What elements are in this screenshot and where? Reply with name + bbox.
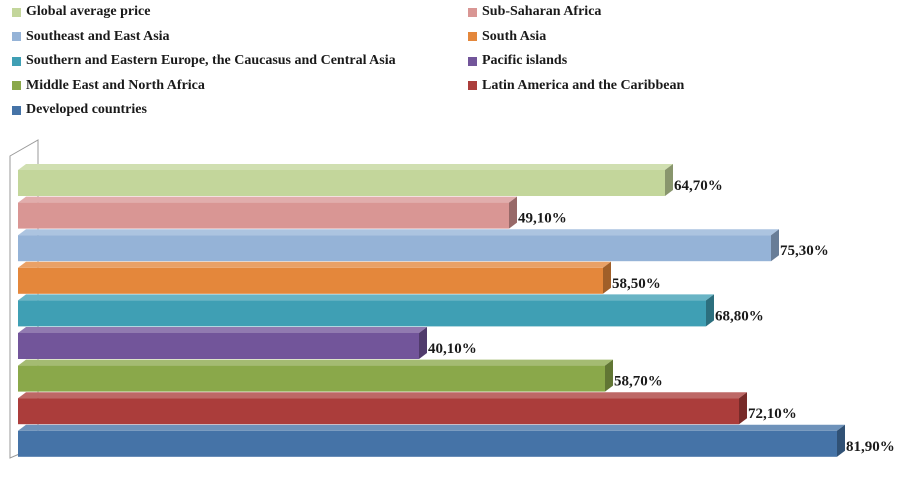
bar-top-face [18,261,611,268]
legend-swatch [12,32,21,41]
legend-item-developed-countries: Developed countries [12,102,147,118]
legend-item-sub-saharan-africa: Sub-Saharan Africa [468,4,601,20]
bar-global-average-price [18,164,673,196]
bar-side-face [509,196,517,229]
legend-swatch [12,56,21,66]
legend-item-southeast-and-east-asia: Southeast and East Asia [12,29,170,45]
legend-label: South Asia [482,28,547,44]
legend-label: Pacific islands [482,53,568,68]
bar-middle-east-and-north-africa [18,359,613,392]
bar-side-face [603,261,611,294]
legend-item-southern-and-eastern-europe-the-caucasus-and-central-asia: Southern and Eastern Europe, the Caucasu… [12,53,396,69]
bar-sub-saharan-africa [18,196,517,229]
bar-southern-and-eastern-europe-the-caucasus-and-central-asia [18,294,714,327]
legend-item-south-asia: South Asia [468,29,546,45]
legend-label: Sub-Saharan Africa [482,4,602,19]
legend-swatch [12,7,21,17]
bar-front-face [18,365,605,392]
bar-front-face [18,398,739,425]
bar-southeast-and-east-asia [18,229,779,262]
value-label-global-average-price: 64,70% [674,178,723,194]
legend-item-pacific-islands: Pacific islands [468,53,567,69]
legend-swatch [12,81,21,90]
value-label-pacific-islands: 40,10% [428,341,477,357]
bar-south-asia [18,261,611,294]
value-label-developed-countries: 81,90% [846,439,895,455]
legend-item-global-average-price: Global average price [12,4,150,20]
legend-label: Latin America and the Caribbean [482,77,685,93]
bar-side-face [739,392,747,425]
bar-top-face [18,164,673,170]
bar-front-face [18,300,706,327]
value-label-south-asia: 58,50% [612,276,661,292]
legend-label: Southeast and East Asia [26,28,170,44]
bar-side-face [605,359,613,392]
value-label-southeast-and-east-asia: 75,30% [780,243,829,259]
bar-front-face [18,202,509,229]
bar-top-face [18,359,613,366]
legend-swatch [468,81,477,90]
bar-side-face [771,229,779,262]
bar-developed-countries [18,424,845,457]
bar-side-face [706,294,714,327]
legend-swatch [468,7,477,17]
legend-item-latin-america-and-the-caribbean: Latin America and the Caribbean [468,78,684,94]
legend-swatch [468,56,477,66]
bar-front-face [18,430,837,457]
bar-side-face [419,327,427,359]
bar-top-face [18,392,747,399]
bar-front-face [18,333,419,359]
legend-label: Global average price [26,4,151,19]
bar-top-face [18,424,845,431]
legend-swatch [12,105,21,115]
legend-swatch [468,32,477,41]
bar-latin-america-and-the-caribbean [18,392,747,425]
legend-label: Southern and Eastern Europe, the Caucasu… [26,53,396,68]
bar-top-face [18,196,517,203]
legend-item-middle-east-and-north-africa: Middle East and North Africa [12,78,205,94]
bar-side-face [837,424,845,457]
bar-top-face [18,294,714,301]
value-label-sub-saharan-africa: 49,10% [518,211,567,227]
chart-legend: Global average price Sub-Saharan Africa So… [0,0,909,125]
bar-front-face [18,170,665,196]
legend-label: Developed countries [26,102,147,117]
bar-pacific-islands [18,327,427,359]
value-label-southern-and-eastern-europe-the-caucasus-and-central-asia: 68,80% [715,308,764,324]
value-label-latin-america-and-the-caribbean: 72,10% [748,406,797,422]
bar-front-face [18,267,603,294]
bar-side-face [665,164,673,196]
legend-label: Middle East and North Africa [26,77,205,93]
bar-top-face [18,327,427,333]
bar-front-face [18,235,771,262]
bar-top-face [18,229,779,236]
value-label-middle-east-and-north-africa: 58,70% [614,374,663,390]
